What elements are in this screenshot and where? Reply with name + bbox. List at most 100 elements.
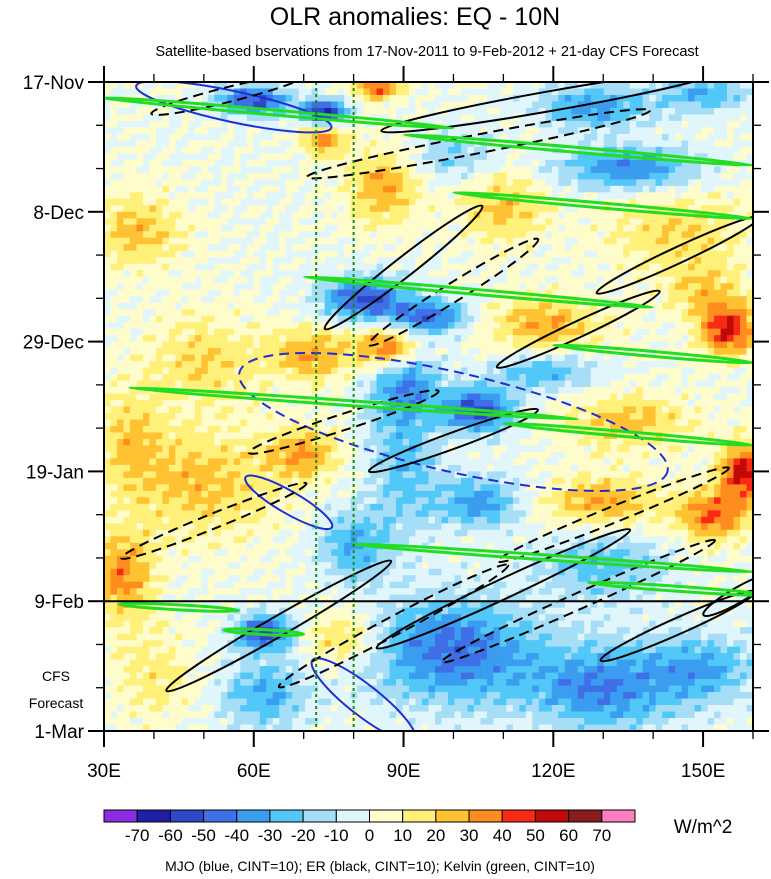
anomaly-cell [701, 82, 709, 90]
anomaly-cell [422, 179, 430, 187]
anomaly-cell [422, 257, 430, 265]
anomaly-cell [415, 231, 423, 239]
anomaly-cell [636, 296, 644, 304]
anomaly-cell [149, 348, 157, 356]
anomaly-cell [688, 387, 696, 395]
anomaly-cell [266, 88, 274, 96]
anomaly-cell [305, 224, 313, 232]
anomaly-cell [155, 159, 164, 167]
anomaly-cell [655, 140, 663, 148]
anomaly-cell [168, 192, 176, 200]
anomaly-cell [584, 263, 592, 271]
anomaly-cell [337, 120, 345, 129]
anomaly-cell [142, 153, 151, 161]
anomaly-cell [136, 120, 144, 129]
anomaly-cell [480, 185, 488, 193]
anomaly-cell [532, 211, 540, 219]
anomaly-cell [681, 231, 689, 239]
anomaly-cell [201, 127, 209, 135]
anomaly-cell [415, 82, 423, 90]
anomaly-cell [675, 244, 683, 252]
anomaly-cell [616, 127, 624, 135]
anomaly-cell [116, 263, 125, 271]
anomaly-cell [324, 231, 332, 239]
anomaly-cell [701, 114, 709, 122]
anomaly-cell [668, 315, 676, 323]
anomaly-cell [668, 237, 676, 245]
anomaly-cell [292, 387, 300, 395]
anomaly-cell [201, 185, 209, 193]
anomaly-cell [506, 263, 514, 271]
anomaly-cell [668, 192, 676, 200]
anomaly-cell [538, 309, 546, 317]
anomaly-cell [357, 244, 365, 252]
anomaly-cell [175, 354, 183, 362]
anomaly-cell [188, 198, 196, 206]
anomaly-cell [558, 387, 566, 395]
anomaly-cell [480, 146, 488, 154]
anomaly-cell [116, 159, 125, 167]
anomaly-cell [272, 146, 280, 154]
anomaly-cell [201, 244, 209, 252]
anomaly-cell [149, 263, 157, 271]
anomaly-cell [104, 82, 112, 90]
anomaly-cell [571, 354, 579, 362]
anomaly-cell [220, 296, 228, 304]
anomaly-cell [266, 393, 274, 401]
anomaly-cell [389, 153, 397, 161]
anomaly-cell [129, 172, 138, 180]
anomaly-cell [590, 393, 598, 401]
anomaly-cell [266, 198, 274, 206]
anomaly-cell [434, 393, 443, 401]
anomaly-cell [246, 348, 254, 356]
anomaly-cell [383, 192, 391, 200]
anomaly-cell [447, 361, 456, 369]
anomaly-cell [447, 322, 456, 330]
anomaly-cell [175, 393, 183, 401]
anomaly-cell [253, 140, 261, 148]
anomaly-cell [253, 374, 261, 382]
anomaly-cell [201, 276, 209, 284]
anomaly-cell [493, 237, 501, 245]
anomaly-cell [324, 315, 332, 323]
anomaly-cell [642, 107, 650, 116]
anomaly-cell [473, 341, 482, 349]
anomaly-cell [551, 263, 559, 271]
anomaly-cell [142, 354, 151, 362]
anomaly-cell [162, 224, 170, 232]
anomaly-cell [629, 361, 637, 369]
anomaly-cell [227, 400, 235, 408]
anomaly-cell [305, 250, 313, 258]
anomaly-cell [233, 354, 241, 362]
anomaly-cell [324, 237, 332, 245]
anomaly-cell [389, 335, 397, 343]
anomaly-cell [720, 341, 728, 349]
anomaly-cell [597, 257, 605, 265]
anomaly-cell [415, 315, 423, 323]
anomaly-cell [207, 341, 215, 349]
anomaly-cell [370, 244, 378, 252]
anomaly-cell [285, 166, 293, 174]
anomaly-cell [201, 192, 209, 200]
anomaly-cell [207, 172, 215, 180]
anomaly-cell [214, 354, 222, 362]
anomaly-cell [298, 127, 306, 135]
anomaly-cell [662, 283, 670, 291]
anomaly-cell [201, 231, 209, 239]
anomaly-cell [486, 296, 494, 304]
anomaly-cell [512, 341, 520, 349]
anomaly-cell [727, 166, 735, 174]
anomaly-cell [123, 205, 131, 213]
anomaly-cell [233, 211, 241, 219]
anomaly-cell [720, 94, 728, 103]
anomaly-cell [525, 133, 533, 142]
anomaly-cell [201, 270, 209, 278]
anomaly-cell [233, 120, 241, 129]
anomaly-cell [538, 211, 546, 219]
anomaly-cell [220, 159, 228, 167]
anomaly-cell [253, 166, 261, 174]
anomaly-cell [181, 244, 189, 252]
anomaly-cell [675, 315, 683, 323]
anomaly-cell [272, 172, 280, 180]
anomaly-cell [434, 328, 443, 336]
